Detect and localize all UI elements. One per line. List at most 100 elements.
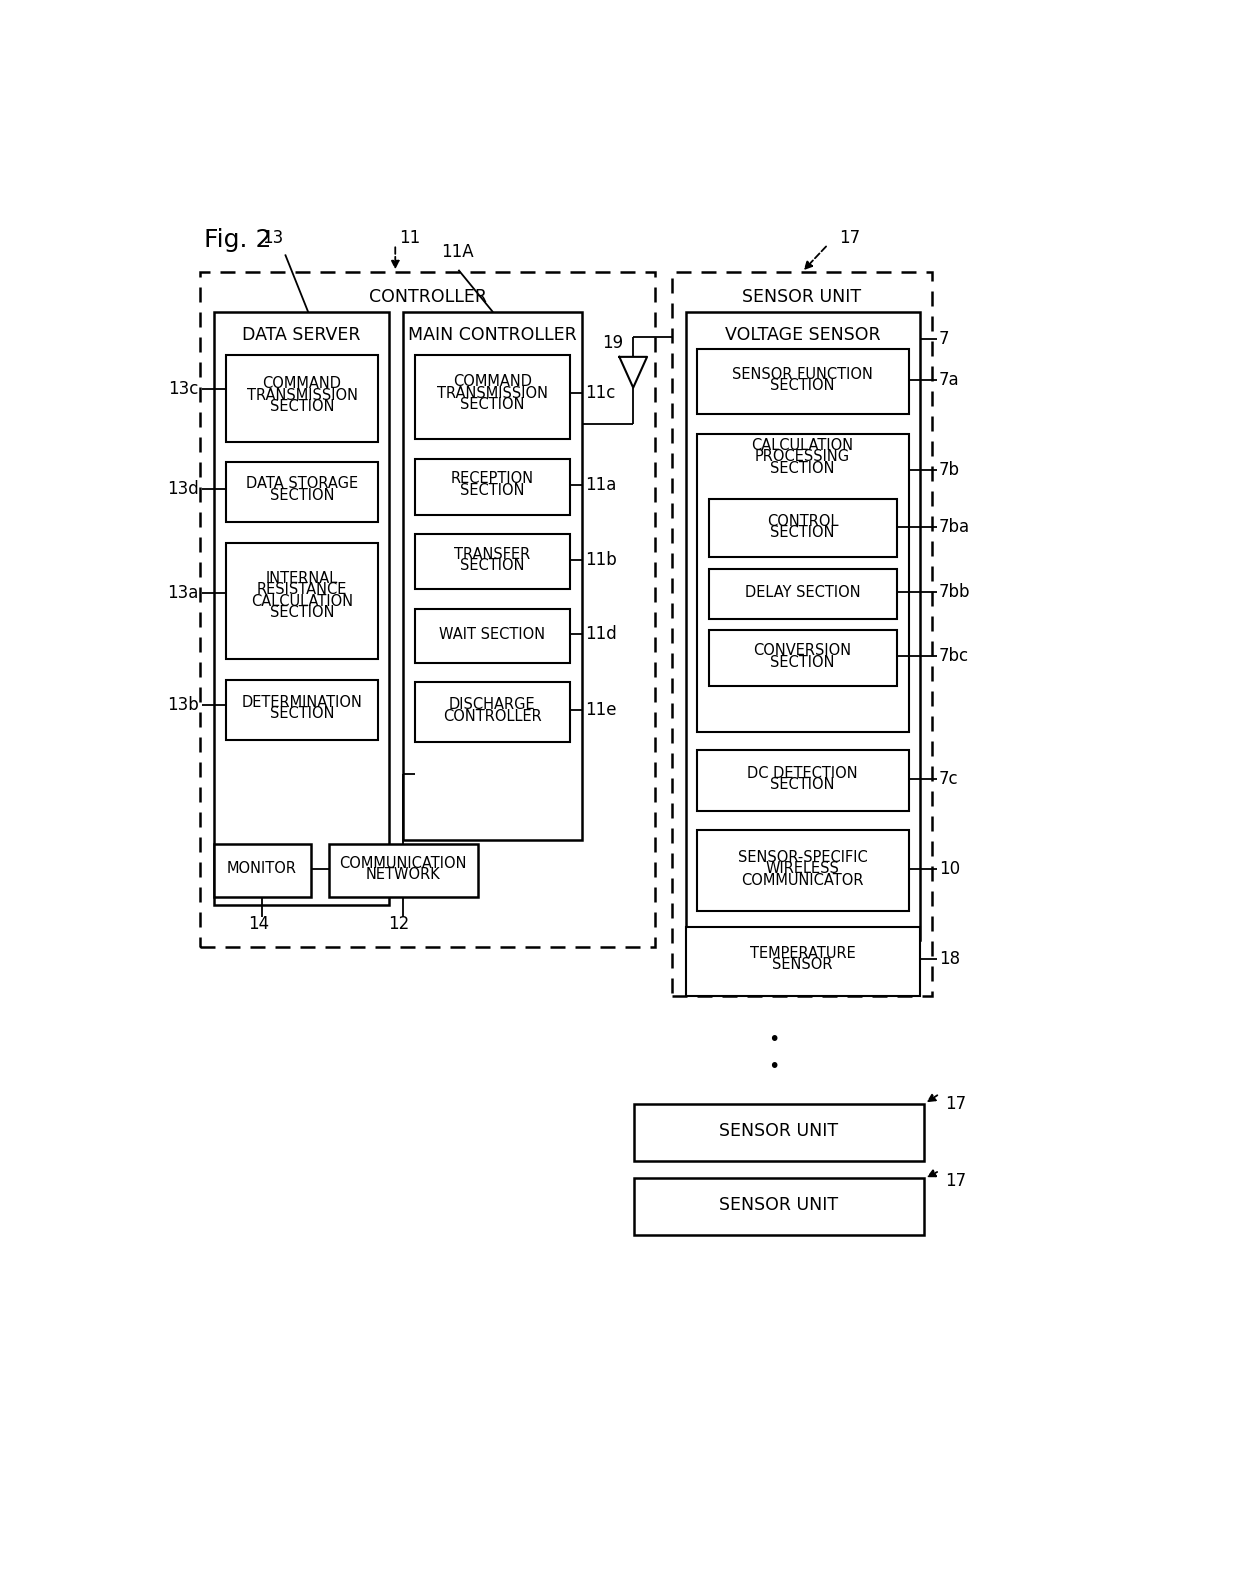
Bar [708,630,898,685]
Text: COMMUNICATOR: COMMUNICATOR [742,873,864,888]
Text: MONITOR: MONITOR [227,862,298,876]
Text: SECTION: SECTION [270,605,335,621]
Text: •: • [769,1030,780,1049]
Text: RESISTANCE: RESISTANCE [257,583,347,597]
Text: 13d: 13d [167,480,198,498]
Bar [697,750,909,811]
Text: SENSOR UNIT: SENSOR UNIT [719,1121,838,1140]
Bar [672,272,932,995]
Text: 11c: 11c [585,384,615,402]
Text: SENSOR UNIT: SENSOR UNIT [719,1197,838,1214]
Bar [201,272,655,948]
Text: DELAY SECTION: DELAY SECTION [745,584,861,600]
Text: SECTION: SECTION [270,488,335,502]
Bar [634,1178,924,1235]
Text: CONTROL: CONTROL [766,513,838,529]
Text: 14: 14 [248,915,269,934]
Text: SECTION: SECTION [270,706,335,721]
Text: MAIN CONTROLLER: MAIN CONTROLLER [408,326,577,343]
Text: NETWORK: NETWORK [366,868,440,882]
Bar [414,458,570,515]
Text: 11d: 11d [585,625,616,643]
Text: SECTION: SECTION [770,461,835,476]
Text: COMMAND: COMMAND [453,373,532,389]
Text: 7a: 7a [939,372,960,389]
Text: SECTION: SECTION [770,776,835,792]
Bar [414,608,570,663]
Text: TRANSFER: TRANSFER [454,547,531,562]
Text: DATA SERVER: DATA SERVER [242,326,361,343]
Bar [226,354,378,441]
Text: 19: 19 [603,334,624,351]
Text: 11e: 11e [585,701,616,720]
Text: 13c: 13c [169,380,198,398]
Bar [226,543,378,658]
Bar [708,569,898,619]
Text: SENSOR FUNCTION: SENSOR FUNCTION [732,367,873,381]
Bar [697,433,909,732]
Text: CONTROLLER: CONTROLLER [368,288,486,306]
Bar [403,312,582,839]
Text: SECTION: SECTION [770,378,835,394]
Bar [686,312,920,940]
Text: VOLTAGE SENSOR: VOLTAGE SENSOR [724,326,880,343]
Text: WIRELESS: WIRELESS [765,862,839,876]
Text: Fig. 2: Fig. 2 [205,227,272,252]
Text: SECTION: SECTION [770,655,835,669]
Text: SECTION: SECTION [770,526,835,540]
Text: 17: 17 [945,1095,966,1114]
Text: COMMUNICATION: COMMUNICATION [340,855,466,871]
Text: 7ba: 7ba [939,518,970,536]
Bar [226,463,378,521]
Bar [213,844,310,898]
Text: SENSOR-SPECIFIC: SENSOR-SPECIFIC [738,850,868,865]
Bar [213,312,389,906]
Bar [686,926,920,995]
Text: SECTION: SECTION [460,484,525,498]
Text: COMMAND: COMMAND [263,376,341,391]
Bar [708,499,898,558]
Text: TEMPERATURE: TEMPERATURE [750,945,856,961]
Text: CONTROLLER: CONTROLLER [443,709,542,723]
Text: SENSOR UNIT: SENSOR UNIT [743,288,862,306]
Text: 11a: 11a [585,476,616,493]
Text: SECTION: SECTION [460,559,525,573]
Text: 10: 10 [939,860,960,877]
Bar [414,534,570,589]
Bar [226,680,378,740]
Text: 7bc: 7bc [939,647,968,665]
Bar [414,682,570,742]
Text: DETERMINATION: DETERMINATION [242,695,362,710]
Text: 11: 11 [399,230,420,247]
Text: CONVERSION: CONVERSION [754,643,852,658]
Text: RECEPTION: RECEPTION [450,471,534,487]
Text: SECTION: SECTION [270,400,335,414]
Text: WAIT SECTION: WAIT SECTION [439,627,546,641]
Text: DC DETECTION: DC DETECTION [748,765,858,781]
Text: 7: 7 [939,331,950,348]
Text: DISCHARGE: DISCHARGE [449,698,536,712]
Bar [697,830,909,912]
Text: PROCESSING: PROCESSING [755,449,851,465]
Text: TRANSMISSION: TRANSMISSION [247,387,357,403]
Text: 17: 17 [945,1172,966,1189]
Text: 11b: 11b [585,551,616,569]
Bar [414,354,570,439]
Bar [697,350,909,414]
Text: 7bb: 7bb [939,583,971,602]
Text: SENSOR: SENSOR [773,958,833,972]
Text: 18: 18 [939,950,960,969]
Text: 13b: 13b [167,696,198,713]
Bar [634,1104,924,1161]
Text: 17: 17 [839,230,861,247]
Text: 13: 13 [262,230,283,247]
Text: INTERNAL: INTERNAL [265,570,339,586]
Text: TRANSMISSION: TRANSMISSION [436,386,548,400]
Text: 7c: 7c [939,770,959,788]
Text: DATA STORAGE: DATA STORAGE [246,476,358,491]
Text: 12: 12 [388,915,409,934]
Text: 13a: 13a [167,584,198,602]
Text: 11A: 11A [441,243,474,261]
Text: CALCULATION: CALCULATION [250,594,353,610]
Bar [329,844,477,898]
